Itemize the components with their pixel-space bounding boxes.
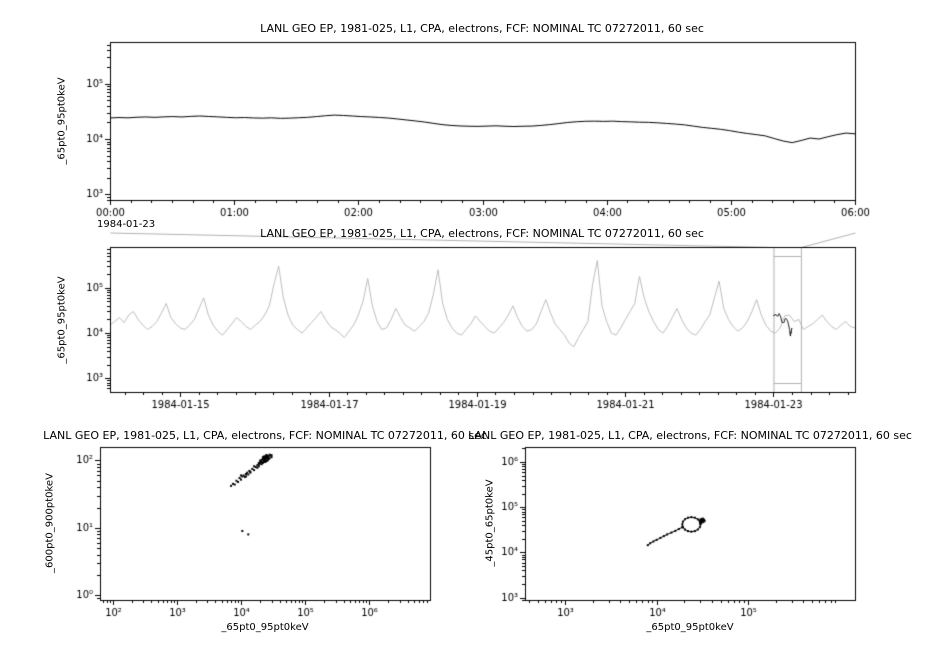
top-panel-title: LANL GEO EP, 1981-025, L1, CPA, electron…	[260, 22, 704, 35]
top-panel-ylabel: _65pt0_95pt0keV	[56, 77, 68, 165]
top-panel-plot-area[interactable]	[110, 42, 855, 200]
scatter-left-ylabel: _600pt0_900pt0keV	[44, 473, 56, 573]
context-date-label: 1984-01-23	[97, 219, 156, 230]
scatter-right-ylabel: _45pt0_65pt0keV	[484, 479, 496, 567]
scatter-left-title: LANL GEO EP, 1981-025, L1, CPA, electron…	[43, 429, 487, 442]
scatter-right-title: LANL GEO EP, 1981-025, L1, CPA, electron…	[468, 429, 912, 442]
zoom-selection-box[interactable]	[773, 247, 801, 392]
context-panel-plot-area[interactable]	[110, 247, 855, 392]
scatter-left-plot-area[interactable]	[100, 447, 430, 600]
context-panel-title: LANL GEO EP, 1981-025, L1, CPA, electron…	[260, 227, 704, 240]
scatter-right-plot-area[interactable]	[525, 447, 855, 600]
scatter-right-xlabel: _65pt0_95pt0keV	[646, 622, 734, 633]
context-panel-ylabel: _65pt0_95pt0keV	[56, 276, 68, 364]
scatter-left-xlabel: _65pt0_95pt0keV	[221, 622, 309, 633]
